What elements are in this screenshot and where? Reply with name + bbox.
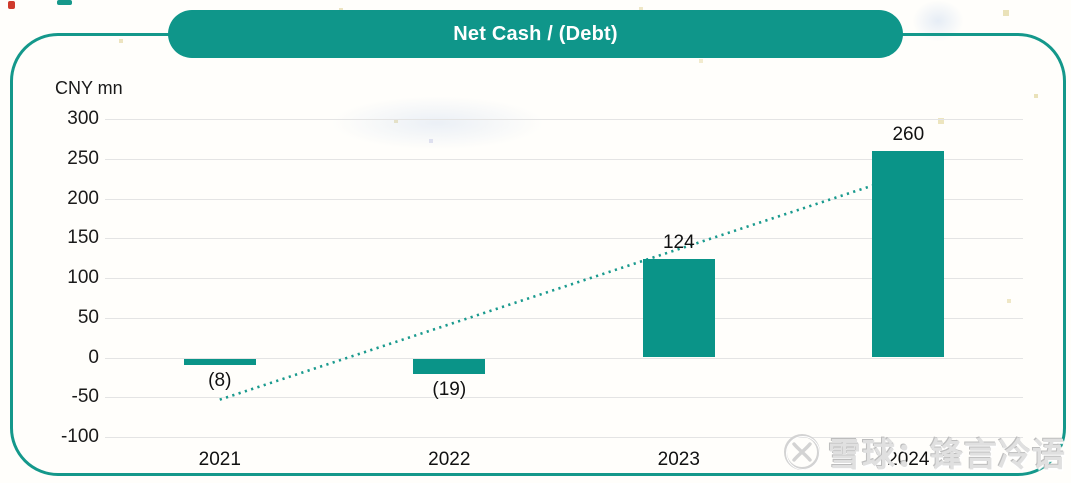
bar-2024[interactable]	[872, 150, 945, 358]
bar-value-label: (19)	[432, 378, 467, 400]
gridline	[105, 119, 1023, 120]
corner-artifact	[57, 0, 72, 5]
bar-value-label: 260	[892, 123, 925, 145]
faint-smudge	[330, 96, 545, 150]
gridline	[105, 437, 1023, 438]
bar-value-label: (8)	[208, 369, 232, 391]
x-axis-label: 2021	[198, 449, 241, 470]
y-tick-label: -100	[60, 426, 99, 447]
bar-2022[interactable]	[413, 358, 486, 374]
gridline	[105, 317, 1023, 319]
bar-2023[interactable]	[642, 258, 715, 358]
gridline	[105, 238, 1023, 240]
x-axis-label: 2022	[428, 449, 471, 470]
x-axis-label: 2024	[887, 449, 930, 470]
y-tick-label: 300	[67, 108, 99, 129]
y-tick-label: 100	[67, 267, 99, 288]
y-tick-label: 250	[67, 147, 99, 169]
gridline	[105, 278, 1023, 279]
gridline	[105, 158, 1023, 160]
bar-2021[interactable]	[183, 358, 256, 365]
watermark: 雪球：锋言冷语	[782, 428, 1066, 476]
y-tick-label: -50	[71, 386, 99, 408]
corner-artifact	[8, 1, 15, 9]
x-axis-label: 2023	[657, 449, 700, 470]
chart-title: Net Cash / (Debt)	[453, 22, 618, 45]
gridline	[105, 357, 1023, 359]
gridline	[105, 397, 1023, 399]
watermark-text: 雪球：锋言冷语	[828, 436, 1066, 473]
y-tick-label: 50	[77, 306, 99, 328]
y-tick-label: 0	[88, 346, 99, 368]
bar-value-label: 124	[662, 231, 695, 253]
gridline	[105, 198, 1023, 200]
y-tick-label: 150	[67, 227, 99, 249]
chart-title-pill: Net Cash / (Debt)	[168, 10, 903, 58]
y-tick-label: 200	[67, 187, 99, 209]
y-axis-unit-label: CNY mn	[55, 78, 123, 98]
xueqiu-logo-icon	[784, 434, 820, 470]
